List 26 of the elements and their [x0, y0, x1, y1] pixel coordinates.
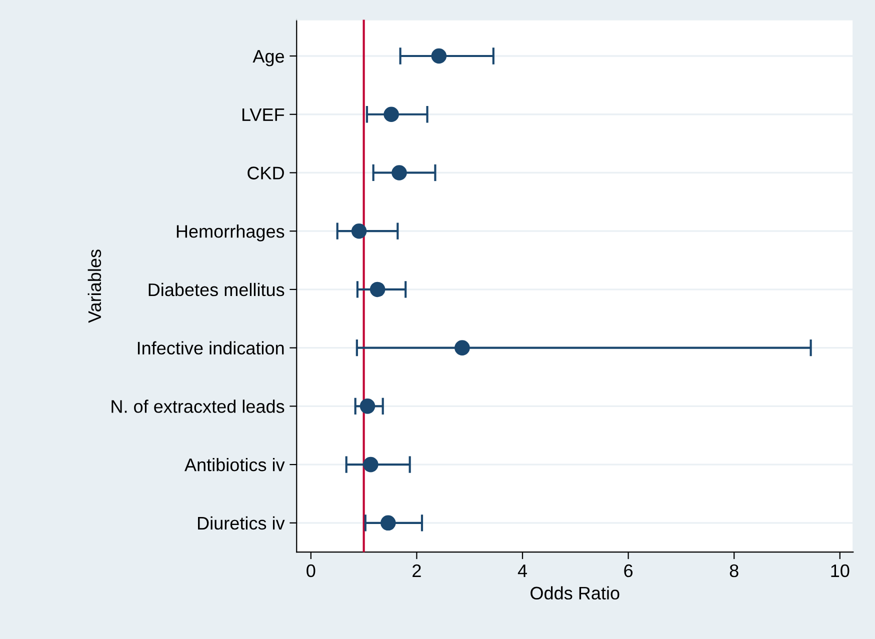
x-tick-label: 0: [306, 564, 316, 578]
x-tick-label: 10: [831, 564, 850, 578]
y-tick-label: Diabetes mellitus: [148, 282, 284, 296]
x-tick-label: 2: [412, 564, 421, 577]
x-tick-label: 8: [730, 564, 738, 578]
y-tick-label: Age: [252, 50, 284, 66]
y-tick-label: Hemorrhages: [176, 224, 284, 242]
y-tick-label: CKD: [248, 166, 284, 180]
point: [370, 282, 386, 298]
x-axis-title: Odds Ratio: [530, 586, 620, 600]
point: [351, 223, 367, 239]
point: [384, 106, 399, 122]
point: [380, 515, 396, 531]
y-tick-label: Infective indication: [138, 341, 284, 355]
x-tick-label: 6: [624, 564, 633, 578]
point: [392, 165, 407, 180]
y-tick-label: Diuretics iv: [198, 516, 285, 530]
point: [431, 48, 447, 64]
y-tick-label: Antibiotics iv: [184, 458, 285, 472]
point: [363, 456, 378, 472]
point: [454, 340, 470, 356]
y-tick-label: LVEF: [242, 108, 284, 121]
x-tick-label: 4: [518, 564, 527, 577]
point: [360, 398, 376, 414]
y-tick-label: N. of extracxted leads: [112, 400, 284, 413]
y-axis-title: Variables: [88, 250, 102, 323]
